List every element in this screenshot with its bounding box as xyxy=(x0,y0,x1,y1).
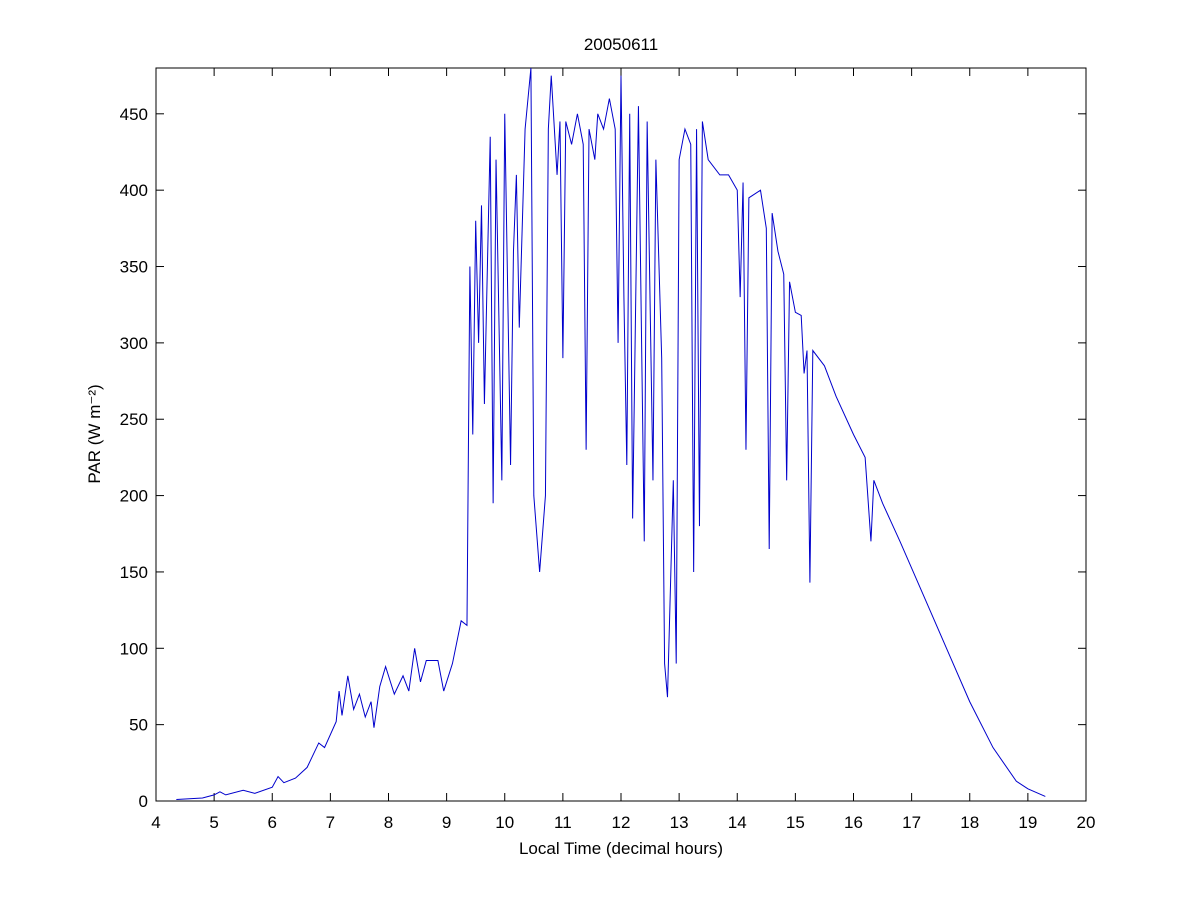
x-tick-label: 8 xyxy=(384,813,393,832)
x-tick-label: 6 xyxy=(268,813,277,832)
y-tick-label: 200 xyxy=(120,487,148,506)
y-tick-label: 0 xyxy=(139,792,148,811)
x-tick-label: 13 xyxy=(670,813,689,832)
x-tick-label: 4 xyxy=(151,813,160,832)
y-tick-label: 250 xyxy=(120,410,148,429)
x-tick-label: 15 xyxy=(786,813,805,832)
x-tick-label: 19 xyxy=(1018,813,1037,832)
x-tick-label: 10 xyxy=(495,813,514,832)
x-axis-label: Local Time (decimal hours) xyxy=(519,839,723,858)
x-tick-label: 17 xyxy=(902,813,921,832)
x-tick-label: 20 xyxy=(1077,813,1096,832)
data-line xyxy=(176,67,1046,800)
y-tick-label: 400 xyxy=(120,181,148,200)
y-tick-label: 50 xyxy=(129,716,148,735)
chart-title: 20050611 xyxy=(584,35,658,54)
x-tick-label: 11 xyxy=(554,813,572,832)
x-tick-label: 9 xyxy=(442,813,451,832)
y-tick-label: 100 xyxy=(120,639,148,658)
y-tick-label: 350 xyxy=(120,258,148,277)
x-tick-label: 16 xyxy=(844,813,863,832)
x-tick-label: 7 xyxy=(326,813,335,832)
y-axis-label: PAR (W m⁻²) xyxy=(85,384,104,483)
x-tick-label: 5 xyxy=(209,813,218,832)
x-tick-label: 18 xyxy=(960,813,979,832)
x-tick-label: 14 xyxy=(728,813,747,832)
y-tick-label: 300 xyxy=(120,334,148,353)
y-tick-label: 450 xyxy=(120,105,148,124)
x-tick-label: 12 xyxy=(612,813,631,832)
y-tick-label: 150 xyxy=(120,563,148,582)
